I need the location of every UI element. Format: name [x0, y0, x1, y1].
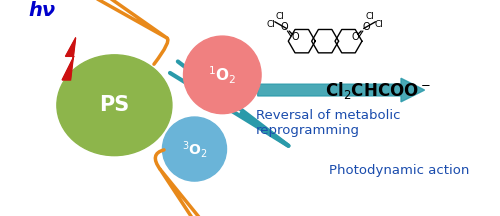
Text: O: O — [362, 22, 370, 32]
Polygon shape — [258, 78, 424, 102]
Text: Cl: Cl — [366, 12, 375, 21]
Text: O: O — [280, 22, 288, 32]
Text: $^3$O$_2$: $^3$O$_2$ — [182, 138, 208, 160]
Text: Cl: Cl — [374, 20, 384, 29]
Text: Cl: Cl — [267, 20, 276, 29]
Text: Reversal of metabolic
reprogramming: Reversal of metabolic reprogramming — [256, 109, 400, 137]
Polygon shape — [62, 38, 76, 80]
Ellipse shape — [184, 36, 261, 114]
Ellipse shape — [57, 55, 172, 156]
Text: Photodynamic action: Photodynamic action — [330, 164, 470, 177]
Text: $^1$O$_2$: $^1$O$_2$ — [208, 64, 236, 86]
Text: Cl$_2$CHCOO$^-$: Cl$_2$CHCOO$^-$ — [325, 79, 430, 101]
Text: Cl: Cl — [276, 12, 284, 21]
Ellipse shape — [162, 117, 226, 181]
Text: hν: hν — [28, 1, 56, 20]
Text: O: O — [291, 32, 299, 42]
Text: O: O — [352, 32, 359, 42]
Text: PS: PS — [100, 95, 130, 115]
